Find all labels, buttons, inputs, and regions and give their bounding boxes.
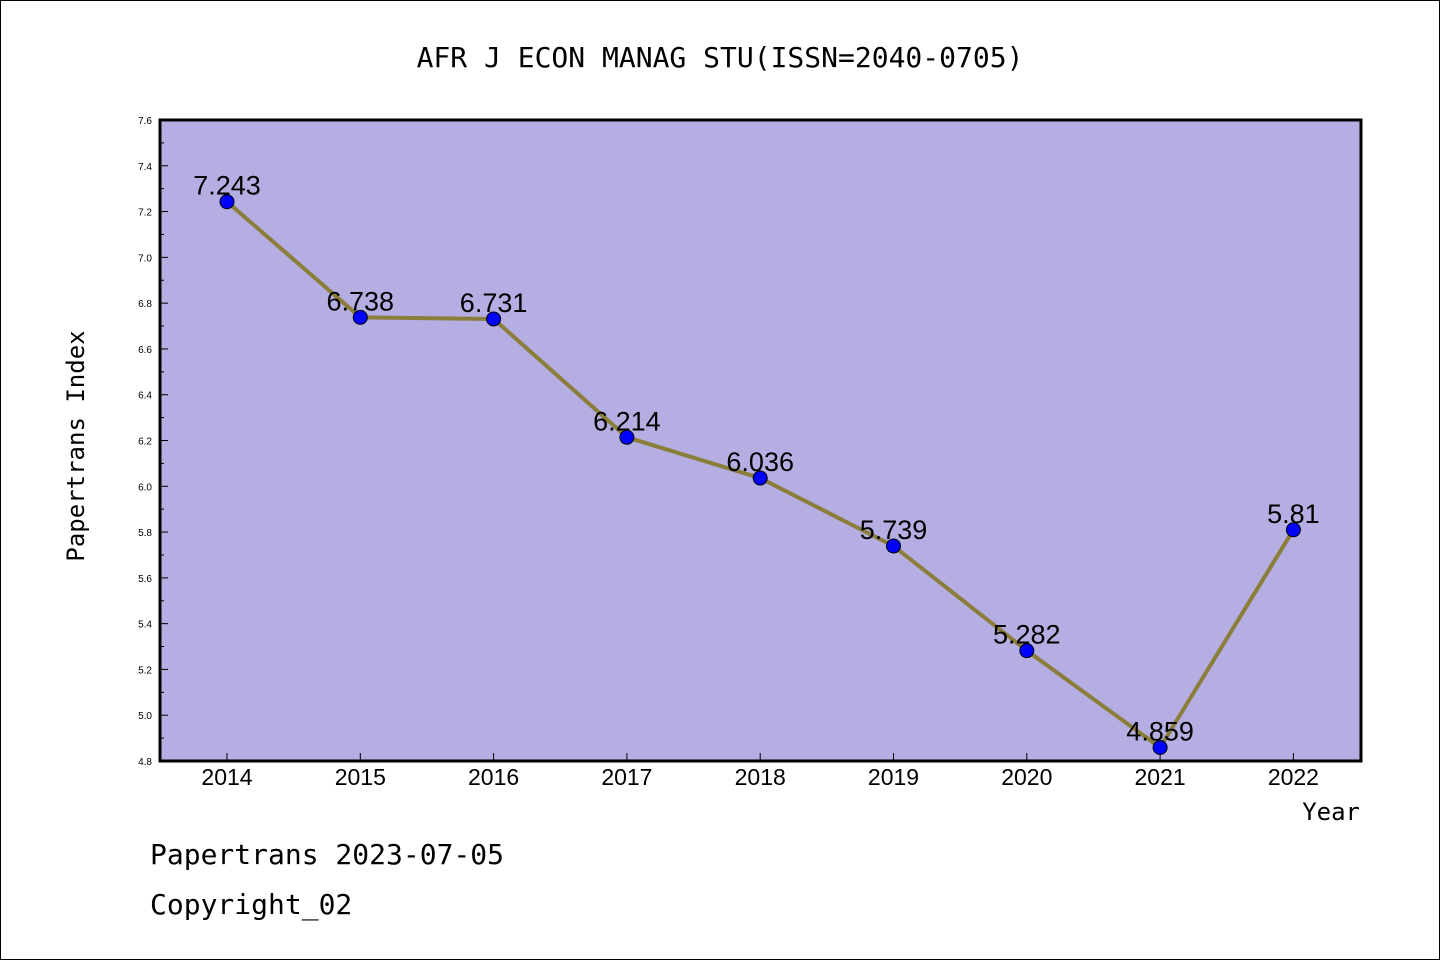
x-tick-label: 2014 xyxy=(201,764,252,790)
y-tick-label: 6.2 xyxy=(138,437,152,448)
y-tick-label: 7.2 xyxy=(138,208,152,219)
data-label: 6.738 xyxy=(327,286,395,316)
data-label: 4.859 xyxy=(1126,716,1194,746)
footer-date: Papertrans 2023-07-05 xyxy=(150,838,504,871)
data-label: 5.81 xyxy=(1267,499,1320,529)
data-label: 6.214 xyxy=(593,406,661,436)
data-label: 6.731 xyxy=(460,288,528,318)
y-tick-label: 7.0 xyxy=(138,253,152,264)
y-tick-label: 5.8 xyxy=(138,528,152,539)
y-tick-label: 6.0 xyxy=(138,482,152,493)
y-axis-title: Papertrans Index xyxy=(62,330,90,561)
x-tick-label: 2015 xyxy=(335,764,386,790)
data-point xyxy=(1285,522,1301,538)
y-tick-label: 5.2 xyxy=(138,665,152,676)
x-tick-label: 2018 xyxy=(735,764,786,790)
plot-area xyxy=(158,118,1363,763)
x-tick-label: 2020 xyxy=(1001,764,1052,790)
y-axis: 4.8 5.0 5.2 5.4 5.6 5.8 6.0 6.2 6.4 6.6 6.8 7.0 7.2 7… xyxy=(138,116,168,768)
x-tick-label: 2021 xyxy=(1135,764,1186,790)
data-point xyxy=(1152,739,1168,755)
data-label: 6.036 xyxy=(726,447,794,477)
series-layer: 7.243 6.738 6.731 6.214 6.036 5.739 5.282 4.859… xyxy=(193,171,1320,755)
y-tick-label: 6.4 xyxy=(138,391,152,402)
y-tick-label: 5.6 xyxy=(138,574,152,585)
y-tick-label: 6.8 xyxy=(138,299,152,310)
data-point xyxy=(486,311,502,327)
y-tick-label: 5.4 xyxy=(138,620,152,631)
y-tick-label: 4.8 xyxy=(138,757,152,768)
y-tick-label: 5.0 xyxy=(138,711,152,722)
x-tick-label: 2019 xyxy=(868,764,919,790)
y-tick-label: 7.6 xyxy=(138,116,152,127)
data-point xyxy=(352,309,368,325)
footer-copyright: Copyright_02 xyxy=(150,888,352,922)
x-tick-label: 2022 xyxy=(1268,764,1319,790)
data-point xyxy=(619,429,635,445)
chart-title: AFR J ECON MANAG STU(ISSN=2040-0705) xyxy=(417,41,1024,74)
data-label: 5.739 xyxy=(860,515,928,545)
x-axis-title: Year xyxy=(1302,798,1360,826)
data-point xyxy=(219,194,235,210)
y-tick-label: 6.6 xyxy=(138,345,152,356)
x-axis: 2014 2015 2016 2017 2018 2019 2020 2021 2022 xyxy=(201,753,1319,790)
data-label: 5.282 xyxy=(993,620,1061,650)
x-tick-label: 2016 xyxy=(468,764,519,790)
data-point xyxy=(752,470,768,486)
data-point xyxy=(1019,643,1035,659)
x-tick-label: 2017 xyxy=(601,764,652,790)
data-label: 7.243 xyxy=(193,171,261,201)
y-tick-label: 7.4 xyxy=(138,162,152,173)
data-point xyxy=(886,538,901,554)
